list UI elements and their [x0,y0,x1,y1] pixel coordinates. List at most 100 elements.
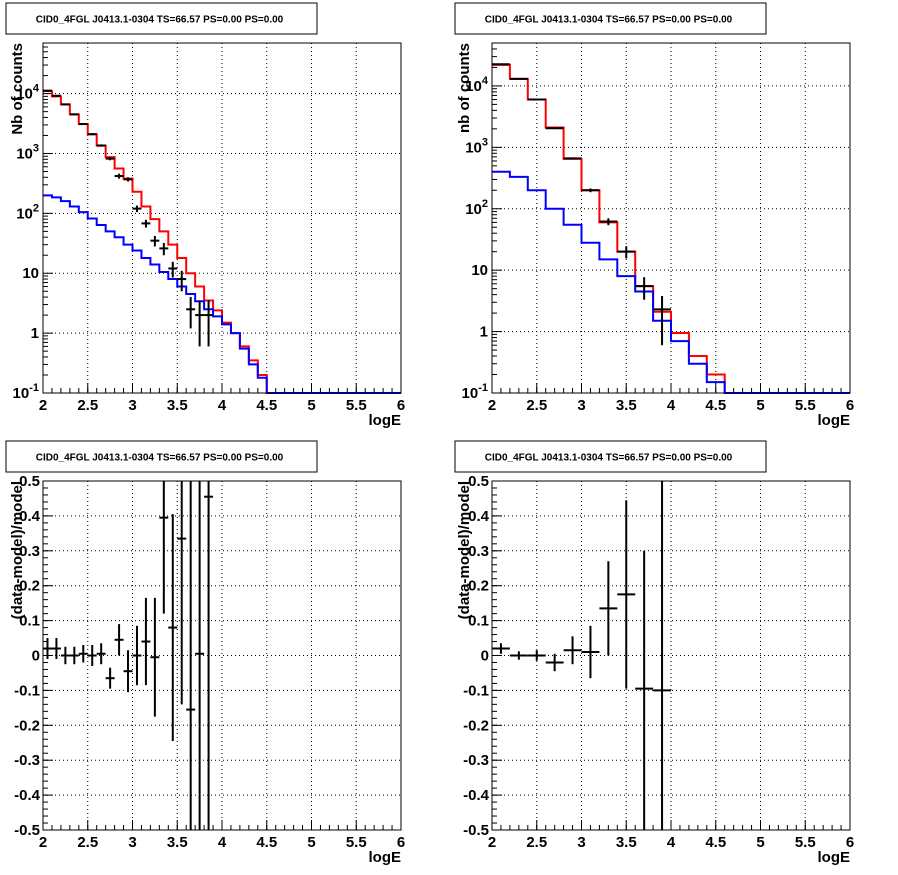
y-axis-title: nb of counts [456,43,473,133]
y-axis-title: (data-model)/model [9,481,26,619]
x-axis-title: logE [369,412,402,429]
data-point [509,651,528,660]
data-point [114,624,124,656]
data-point [581,188,600,193]
data-point [599,218,618,226]
y-tick-label: 0.4 [468,508,490,525]
x-tick-label: 5 [307,834,315,851]
chart-title: CID0_4FGL J0413.1-0304 TS=66.57 PS=0.00 … [36,453,284,464]
data-point [150,235,160,247]
chart-title: CID0_4FGL J0413.1-0304 TS=66.57 PS=0.00 … [36,15,284,26]
data-point [96,144,106,147]
x-tick-label: 3.5 [616,397,637,414]
y-tick-label: 10-1 [462,382,488,402]
data-point [617,246,636,259]
data-point [492,643,510,654]
x-tick-label: 6 [846,834,854,851]
data-point [123,650,133,693]
y-tick-label: -0.2 [14,717,40,734]
y-tick-label: 103 [16,142,39,162]
data-point [204,300,214,347]
data-point [78,645,88,663]
data-point [159,242,169,256]
data-point [69,646,79,665]
data-point [617,500,636,689]
data-point [43,638,52,659]
x-tick-label: 4 [218,834,227,851]
data-point [545,653,564,672]
x-tick-label: 4 [667,397,676,414]
x-tick-label: 4.5 [256,834,277,851]
data-point [51,638,61,659]
chart-panel-0: CID0_4FGL J0413.1-0304 TS=66.57 PS=0.00 … [5,2,405,429]
y-tick-label: 104 [465,75,489,95]
x-tick-label: 3.5 [167,834,188,851]
data-point [132,625,142,686]
x-tick-label: 2 [39,397,47,414]
data-point [60,646,70,665]
data-point [581,625,600,679]
y-tick-label: 103 [465,136,488,156]
chart-title-box [454,2,767,35]
y-tick-label: 0.5 [19,473,40,490]
data-point [114,173,124,179]
chart-title: CID0_4FGL J0413.1-0304 TS=66.57 PS=0.00 … [485,453,733,464]
x-tick-label: 3 [577,397,585,414]
data-point [527,98,546,101]
x-tick-label: 5.5 [795,834,816,851]
plot-frame [42,480,402,831]
data-point [186,481,196,830]
y-tick-label: -0.3 [463,752,489,769]
data-point [635,277,654,300]
plot-frame [491,480,851,831]
data-point [177,270,187,292]
x-axis-title: logE [818,412,851,429]
y-tick-label: 10 [22,265,39,282]
x-tick-label: 5 [307,397,315,414]
data-point [527,650,546,661]
x-tick-label: 5.5 [795,397,816,414]
data-point [186,297,196,329]
y-tick-label: 1 [31,325,39,342]
y-tick-label: 0.4 [19,508,41,525]
x-tick-label: 3.5 [616,834,637,851]
data-point [132,205,142,213]
data-point [177,481,187,705]
data-point [563,636,582,665]
data-point [105,157,115,161]
x-tick-label: 2.5 [526,397,547,414]
x-tick-label: 2 [488,397,496,414]
y-tick-label: 0.2 [19,578,40,595]
y-tick-label: 0.1 [19,613,40,630]
data-point [653,481,671,830]
chart-title: CID0_4FGL J0413.1-0304 TS=66.57 PS=0.00 … [485,15,733,26]
y-tick-label: 0.5 [468,473,489,490]
data-point [51,94,61,97]
x-tick-label: 5.5 [346,834,367,851]
data-point [653,295,671,346]
data-point [96,643,106,665]
y-tick-label: -0.5 [463,822,489,839]
x-tick-label: 4 [218,397,227,414]
data-point [195,300,205,347]
data-point [43,89,52,92]
data-point [168,261,178,278]
y-tick-label: 1 [480,324,488,341]
x-tick-label: 2.5 [77,834,98,851]
chart-title-box [5,440,318,473]
x-tick-label: 6 [397,397,405,414]
data-point [150,597,160,717]
x-tick-label: 3 [577,834,585,851]
data-point [545,127,564,130]
x-axis-title: logE [818,849,851,866]
y-tick-label: -0.5 [14,822,40,839]
y-tick-label: 104 [16,83,40,103]
x-tick-label: 4.5 [705,397,726,414]
y-tick-label: 0.1 [468,613,489,630]
data-point [105,667,115,689]
x-tick-label: 6 [397,834,405,851]
y-tick-label: 10-1 [13,382,39,402]
y-tick-label: -0.1 [463,682,489,699]
data-point [141,219,151,228]
x-axis-title: logE [369,849,402,866]
